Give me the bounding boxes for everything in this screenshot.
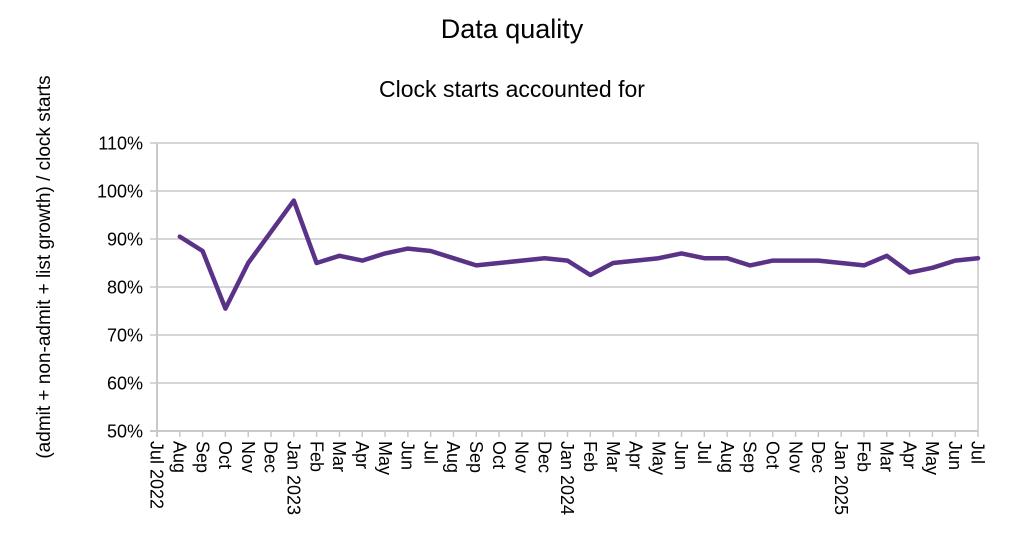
x-tick-label: Jun: [945, 441, 965, 470]
y-tick-label: 50%: [107, 421, 143, 441]
chart-subtitle: Clock starts accounted for: [379, 76, 645, 102]
x-tick-label: Oct: [215, 441, 235, 469]
x-tick-label: Dec: [534, 441, 554, 473]
axis-tick-labels: 110%100%90%80%70%60%50%Jul 2022 Aug Sep Oct…: [97, 133, 988, 515]
x-tick-label: Jul: [420, 441, 440, 464]
x-tick-label: Jan 2023: [284, 441, 304, 515]
y-tick-label: 60%: [107, 373, 143, 393]
x-tick-label: Jul: [968, 441, 988, 464]
x-tick-label: Aug: [443, 441, 463, 473]
x-tick-label: Dec: [808, 441, 828, 473]
x-tick-label: Feb: [580, 441, 600, 472]
x-tick-label: May: [922, 441, 942, 475]
x-tick-label: Oct: [489, 441, 509, 469]
x-tick-label: Jul 2022: [147, 441, 167, 509]
x-tick-label: Feb: [306, 441, 326, 472]
y-tick-label: 90%: [107, 229, 143, 249]
x-tick-label: Mar: [329, 441, 349, 472]
x-tick-label: Apr: [352, 441, 372, 469]
x-tick-label: Dec: [261, 441, 281, 473]
x-tick-label: Aug: [170, 441, 190, 473]
x-tick-label: Aug: [717, 441, 737, 473]
chart-title: Data quality: [441, 14, 584, 44]
data-series: [177, 198, 981, 311]
x-tick-label: Mar: [603, 441, 623, 472]
x-tick-label: May: [375, 441, 395, 475]
x-tick-label: Sep: [192, 441, 212, 473]
y-tick-label: 100%: [97, 181, 143, 201]
x-tick-label: Oct: [762, 441, 782, 469]
x-tick-label: Apr: [899, 441, 919, 469]
y-tick-label: 70%: [107, 325, 143, 345]
y-tick-label: 80%: [107, 277, 143, 297]
x-tick-label: Nov: [238, 441, 258, 473]
x-tick-label: Jun: [671, 441, 691, 470]
axes: [150, 143, 979, 437]
x-tick-label: Mar: [876, 441, 896, 472]
x-tick-label: Jan 2024: [557, 441, 577, 515]
x-tick-label: Feb: [854, 441, 874, 472]
x-tick-label: Jul: [694, 441, 714, 464]
x-tick-label: May: [648, 441, 668, 475]
x-tick-label: Jan 2025: [831, 441, 851, 515]
x-tick-label: Apr: [626, 441, 646, 469]
clock-starts-line-series: [177, 198, 981, 311]
x-tick-label: Sep: [466, 441, 486, 473]
x-tick-label: Nov: [785, 441, 805, 473]
gridlines: [150, 142, 978, 384]
x-tick-label: Nov: [512, 441, 532, 473]
y-tick-label: 110%: [98, 133, 143, 153]
y-axis-title: (admit + non-admit + list growth) / cloc…: [34, 75, 55, 458]
x-tick-label: Sep: [740, 441, 760, 473]
x-tick-label: Jun: [398, 441, 418, 470]
